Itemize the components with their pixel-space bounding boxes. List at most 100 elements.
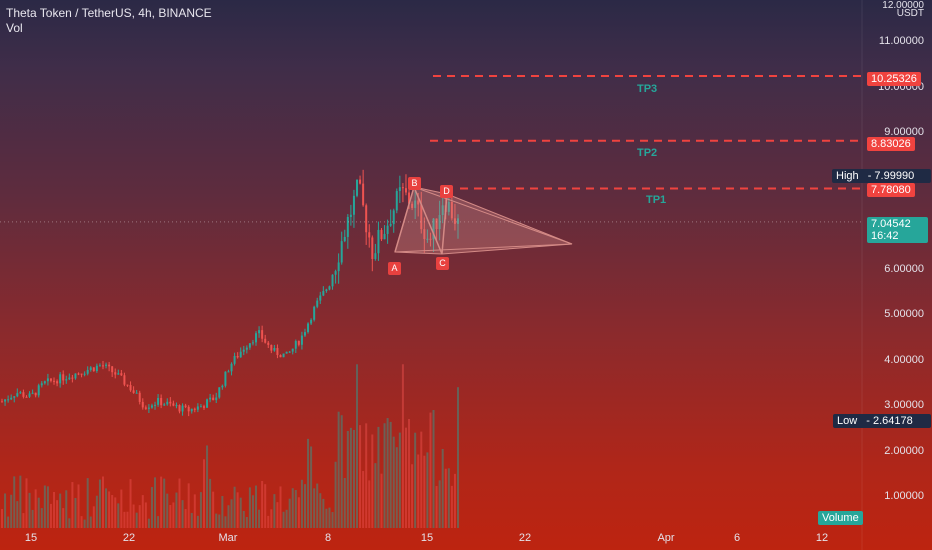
volume-bar <box>77 484 80 528</box>
volume-bar <box>53 491 56 528</box>
volume-bar <box>239 497 242 528</box>
candle-body <box>371 237 374 259</box>
tp3-price-tag: 10.25326 <box>867 72 921 86</box>
volume-bar <box>420 431 423 528</box>
candle-body <box>362 183 365 206</box>
volume-bar <box>450 485 453 528</box>
volume-bar <box>141 495 144 528</box>
volume-bar <box>248 487 251 528</box>
volume-bar <box>28 492 31 528</box>
volume-bar <box>147 518 150 528</box>
volume-bar <box>255 485 258 528</box>
volume-bar <box>160 476 163 528</box>
candle-body <box>334 271 337 275</box>
candle-body <box>105 364 108 366</box>
volume-bar <box>404 427 407 528</box>
volume-bar <box>365 423 368 528</box>
candle-body <box>175 405 178 407</box>
candle-body <box>438 215 441 230</box>
volume-tag: Volume <box>818 511 863 525</box>
volume-bar <box>40 508 43 528</box>
candle-body <box>261 330 264 339</box>
currency-label: USDT <box>896 8 924 19</box>
volume-bar <box>193 494 196 528</box>
volume-bar <box>386 418 389 528</box>
candle-body <box>294 341 297 349</box>
candle-body <box>398 187 401 192</box>
volume-bar <box>190 512 193 528</box>
candle-body <box>62 374 65 381</box>
volume-bar <box>215 513 218 528</box>
volume-bar <box>19 475 22 528</box>
volume-bar <box>123 511 126 528</box>
candle-body <box>258 330 261 334</box>
volume-bar <box>150 487 153 528</box>
volume-bar <box>111 495 114 528</box>
candle-body <box>303 332 306 336</box>
volume-bar <box>414 432 417 528</box>
volume-bar <box>212 491 215 528</box>
volume-bar <box>303 484 306 528</box>
volume-bar <box>43 485 46 528</box>
volume-bar <box>380 473 383 528</box>
date-tick-label: 15 <box>24 532 38 544</box>
candle-body <box>236 355 239 358</box>
candle-body <box>114 372 117 375</box>
candle-body <box>209 397 212 400</box>
volume-bar <box>297 497 300 528</box>
date-tick-label: 6 <box>733 532 741 544</box>
volume-bar <box>343 478 346 528</box>
volume-bar <box>89 516 92 528</box>
candle-body <box>386 225 389 234</box>
candle-body <box>401 187 404 189</box>
candle-body <box>108 364 111 367</box>
volume-bar <box>74 498 77 528</box>
last-price-value: 7.04542 <box>871 218 911 230</box>
volume-bar <box>291 488 294 528</box>
candle-body <box>40 383 43 386</box>
candle-body <box>319 295 322 301</box>
volume-bar <box>395 447 398 528</box>
candle-body <box>453 218 456 224</box>
candle-body <box>28 393 31 397</box>
abcd-path <box>394 184 448 255</box>
volume-bar <box>258 509 261 528</box>
volume-bar <box>92 506 95 528</box>
candle-body <box>135 392 138 394</box>
candle-body <box>31 392 34 394</box>
volume-bar <box>129 479 132 528</box>
volume-bar <box>349 427 352 528</box>
price-tick-label: 5.00000 <box>884 308 924 320</box>
volume-bar <box>279 486 282 528</box>
volume-bar <box>408 419 411 528</box>
candle-body <box>356 179 359 196</box>
volume-bar <box>202 459 205 528</box>
candle-body <box>343 236 346 242</box>
volume-bar <box>71 482 74 528</box>
price-tick-label: 4.00000 <box>884 353 924 366</box>
candle-body <box>86 369 89 374</box>
volume-bar <box>273 494 276 528</box>
candle-body <box>172 403 175 406</box>
volume-bar <box>242 510 245 528</box>
pattern-point-b: B <box>408 177 421 190</box>
candle-body <box>230 363 233 372</box>
candle-body <box>80 373 83 375</box>
volume-bar <box>389 421 392 528</box>
volume-bar <box>288 498 291 528</box>
volume-bar <box>187 483 190 528</box>
last-price-tag: 7.04542 16:42 <box>867 217 928 243</box>
volume-bar <box>457 387 459 528</box>
candle-body <box>441 205 444 216</box>
date-tick-label: 22 <box>518 532 532 544</box>
candle-body <box>169 401 172 404</box>
volume-bar <box>163 478 166 528</box>
candle-body <box>242 349 245 352</box>
price-tick-label: 1.00000 <box>884 490 924 502</box>
volume-bar <box>267 515 270 528</box>
volume-bar <box>261 480 264 528</box>
volume-bar <box>1 509 3 528</box>
volume-bar <box>316 483 319 528</box>
